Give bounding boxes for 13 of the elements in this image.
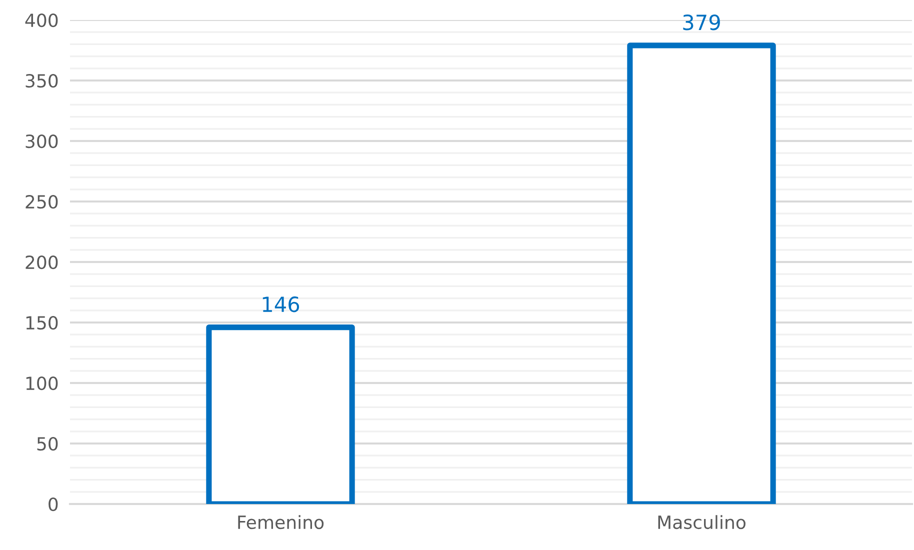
data-label: 146 [262,296,300,312]
y-tick-label: 0 [48,497,58,512]
y-tick-label: 350 [26,74,58,88]
y-tick-label: 100 [26,376,58,390]
x-tick-label: Femenino [238,515,324,530]
y-tick-label: 400 [25,13,58,28]
y-tick-label: 200 [26,255,58,270]
y-tick-label: 300 [26,134,58,148]
y-tick-label: 50 [37,436,58,451]
y-tick-label: 150 [26,316,58,330]
data-label: 379 [683,14,720,30]
y-tick-label: 250 [26,194,58,209]
x-tick-label: Masculino [658,515,746,530]
